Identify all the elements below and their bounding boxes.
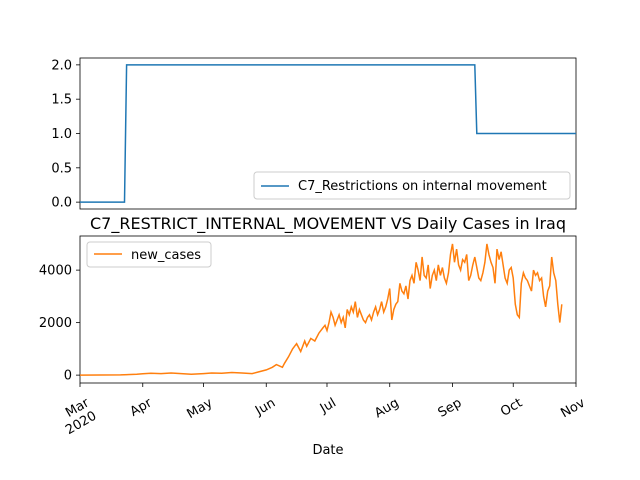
bottom-x-tick-label: Oct (498, 396, 525, 420)
top-y-tick-label: 2.0 (51, 58, 72, 73)
top-y-tick-label: 0.5 (51, 161, 72, 176)
top-y-ticks: 0.0 0.5 1.0 1.5 2.0 (51, 58, 80, 211)
bottom-panel: C7_RESTRICT_INTERNAL_MOVEMENT VS Daily C… (39, 214, 588, 458)
bottom-x-tick-label: Jun (252, 396, 278, 420)
bottom-legend-label: new_cases (131, 248, 201, 263)
bottom-series-line (79, 243, 563, 376)
top-legend: C7_Restrictions on internal movement (253, 171, 571, 200)
bottom-y-tick-label: 4000 (39, 264, 72, 279)
top-legend-box (253, 171, 571, 200)
bottom-x-tick-label: Jul (317, 396, 339, 417)
bottom-x-tick-label: Aug (372, 396, 401, 422)
top-legend-label: C7_Restrictions on internal movement (298, 179, 547, 194)
bottom-x-tick-label: Mar2020 (56, 395, 100, 438)
bottom-x-ticks: Mar2020 Apr May Jun Jul Aug Sep Oct Nov (56, 383, 588, 438)
bottom-y-tick-label: 0 (64, 369, 72, 384)
bottom-y-tick-label: 2000 (39, 316, 72, 331)
top-panel: 0.0 0.5 1.0 1.5 2.0 C7_Restrictions on inter… (51, 57, 577, 211)
top-y-tick-label: 1.5 (51, 93, 72, 108)
bottom-x-tick-label: Apr (128, 395, 156, 420)
bottom-legend: new_cases (86, 241, 212, 268)
x-axis-label: Date (312, 443, 343, 458)
bottom-x-tick-label: Nov (558, 395, 588, 421)
top-y-tick-label: 0.0 (51, 196, 72, 211)
bottom-y-ticks: 0 2000 4000 (39, 264, 80, 384)
top-y-tick-label: 1.0 (51, 127, 72, 142)
bottom-chart-title: C7_RESTRICT_INTERNAL_MOVEMENT VS Daily C… (90, 214, 566, 234)
bottom-legend-box (86, 241, 212, 268)
bottom-x-tick-label: May (185, 395, 216, 422)
bottom-x-tick-label: Sep (436, 396, 465, 421)
top-series-line (80, 64, 576, 203)
